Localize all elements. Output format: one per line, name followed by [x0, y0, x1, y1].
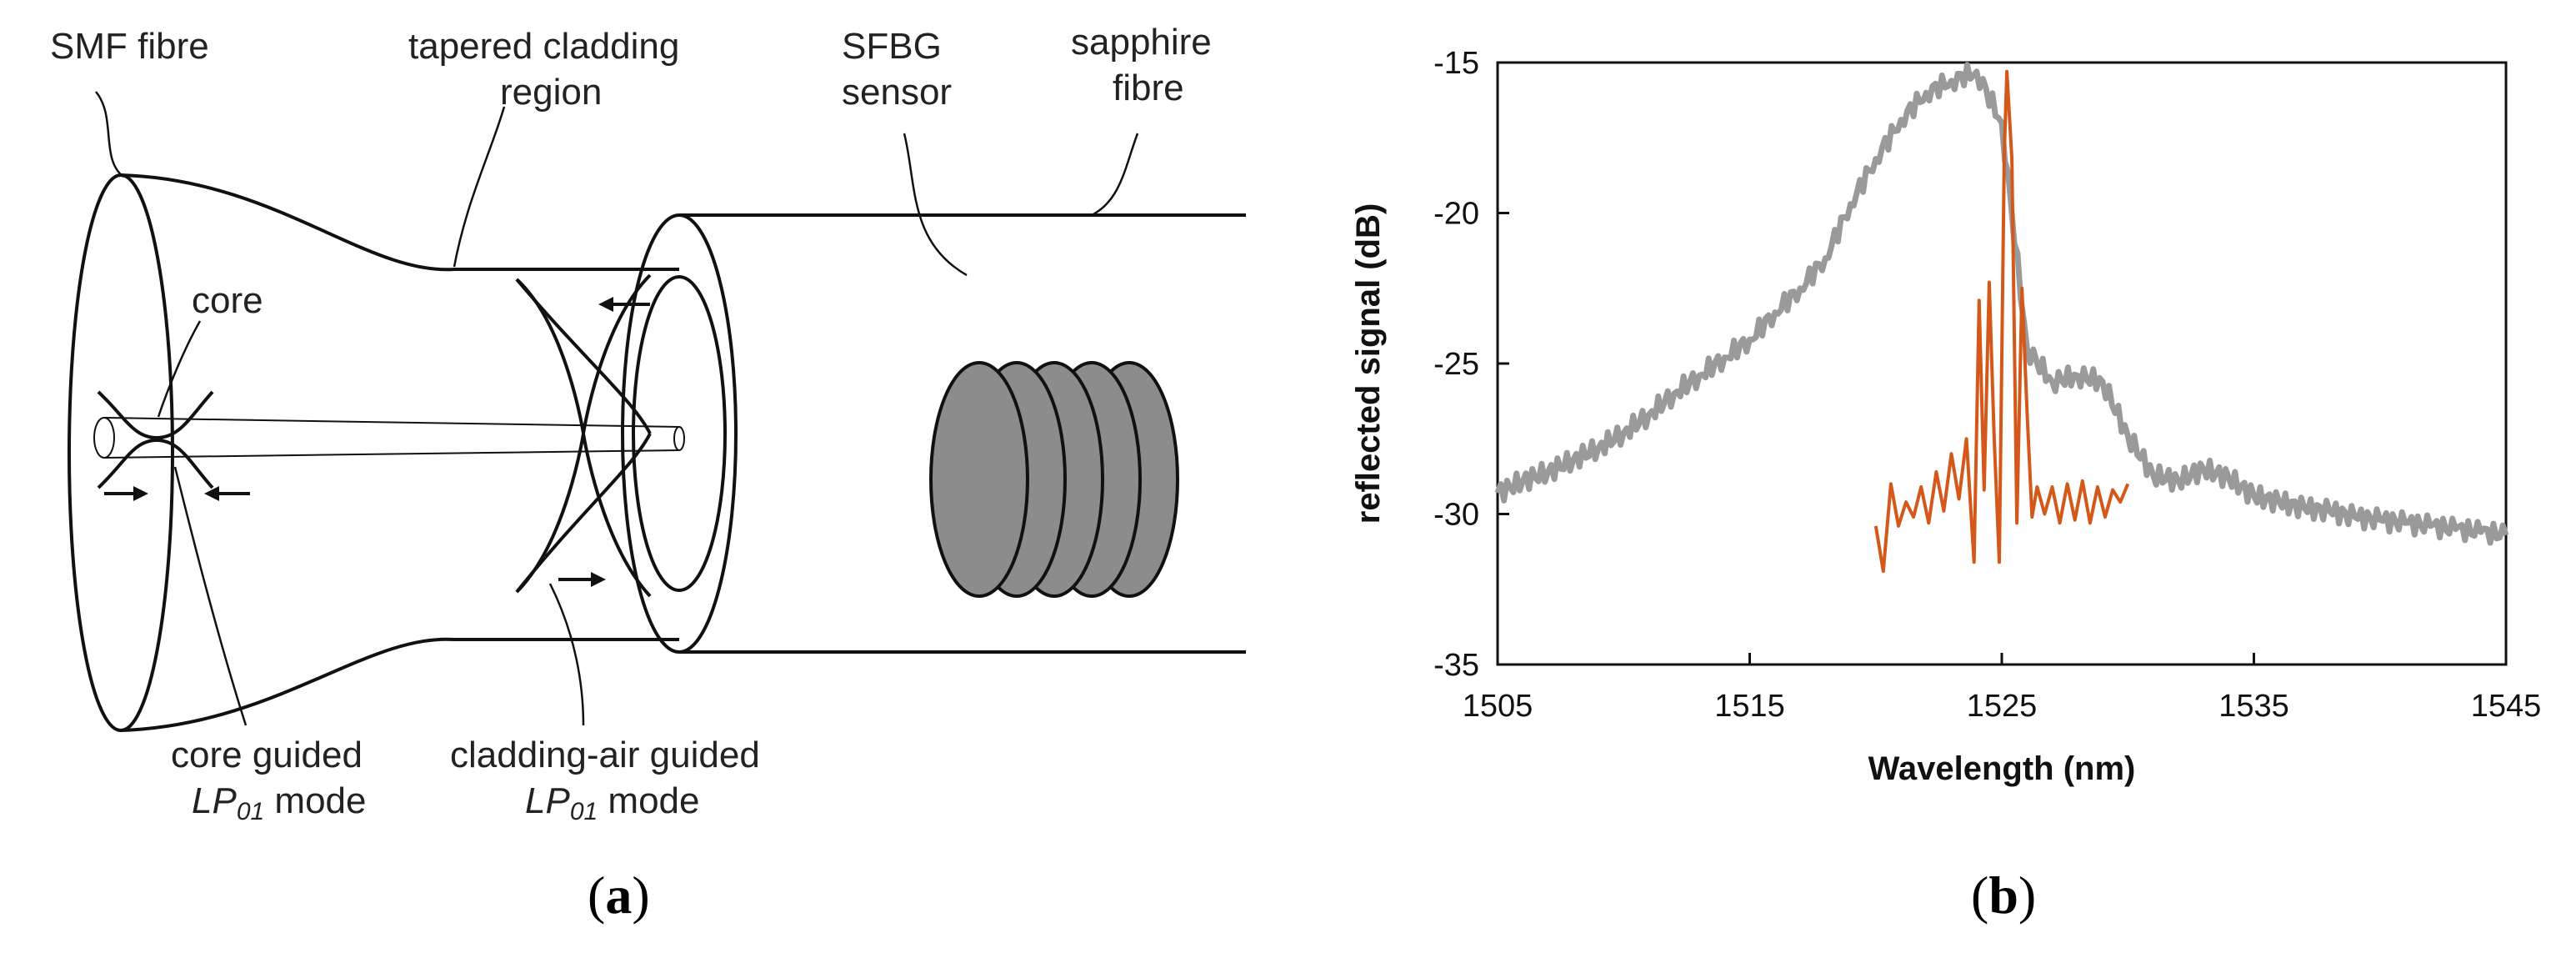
leader-sfbg: [903, 133, 968, 277]
cladding-mode-lower: [515, 433, 652, 598]
y-tick-label: -15: [1433, 46, 1479, 81]
label-tapered-1: tapered cladding: [408, 26, 679, 67]
label-core-guided-1: core guided: [171, 735, 363, 775]
arrow-right-icon: [133, 486, 148, 501]
leader-sapphire: [1091, 133, 1139, 217]
label-smf-fibre: SMF fibre: [50, 26, 209, 67]
label-sapphire-1: sapphire: [1071, 22, 1212, 63]
core-mode-upper: [97, 390, 214, 440]
core-far-end: [673, 426, 685, 451]
y-axis-title: reflected signal (dB): [1350, 203, 1387, 524]
panel-a-caption: (a): [588, 865, 650, 925]
taper-bottom-edge: [120, 637, 679, 732]
core-mode-lower: [97, 438, 214, 489]
leader-core: [157, 320, 202, 418]
y-tick-label: -30: [1433, 498, 1479, 533]
arrow-left-icon: [204, 486, 219, 501]
y-axis-ticks: -15 -20 -25 -30 -35: [1433, 46, 1509, 683]
taper-top-edge: [120, 173, 679, 272]
grating-disc: [929, 361, 1029, 598]
core-end: [93, 417, 115, 459]
sfbg-grating: [929, 361, 1179, 598]
fibre-diagram: [68, 91, 1246, 732]
label-cladding-2: LP01 mode: [525, 780, 700, 825]
label-tapered-2: region: [500, 72, 602, 113]
arrow-right-icon: [591, 572, 606, 587]
label-sfbg-2: sensor: [842, 72, 952, 113]
series-line-sfbg: [1873, 69, 2130, 574]
series-line-broadband: [1494, 62, 2509, 546]
label-core-guided-2: LP01 mode: [192, 780, 367, 825]
y-tick-label: -20: [1433, 197, 1479, 232]
cladding-mode-cross-bot: [515, 433, 652, 594]
panel-b-caption: (b): [1971, 865, 2036, 925]
leader-smf: [95, 91, 124, 178]
x-axis-title: Wavelength (nm): [1868, 750, 2136, 787]
smf-end-face: [68, 173, 174, 732]
leader-taper: [453, 106, 506, 268]
mode-arrows: [104, 297, 650, 587]
y-tick-label: -35: [1433, 648, 1479, 683]
cladding-end-face: [632, 275, 727, 592]
x-tick-label: 1515: [1714, 689, 1785, 724]
series-layer: [1494, 62, 2509, 574]
x-axis-ticks: 1505 1515 1525 1535 1545: [1463, 653, 2542, 724]
sapphire-flange: [621, 213, 738, 654]
x-tick-label: 1545: [2471, 689, 2542, 724]
y-tick-label: -25: [1433, 347, 1479, 382]
x-tick-label: 1525: [1967, 689, 2038, 724]
label-sapphire-2: fibre: [1113, 68, 1184, 108]
arrow-left-icon: [598, 297, 613, 312]
leader-core-guided: [173, 466, 248, 726]
x-tick-label: 1535: [2218, 689, 2289, 724]
core-bottom: [103, 449, 680, 459]
cladding-mode-cross-top: [515, 278, 652, 434]
leader-cladding: [548, 583, 585, 726]
label-core: core: [192, 280, 263, 321]
label-cladding-1: cladding-air guided: [450, 735, 760, 775]
x-tick-label: 1505: [1463, 689, 1533, 724]
label-sfbg-1: SFBG: [842, 26, 942, 67]
spectrum-chart: -15 -20 -25 -30 -35 1505 1515 1525 1535 1545 Wav…: [1350, 46, 2541, 787]
